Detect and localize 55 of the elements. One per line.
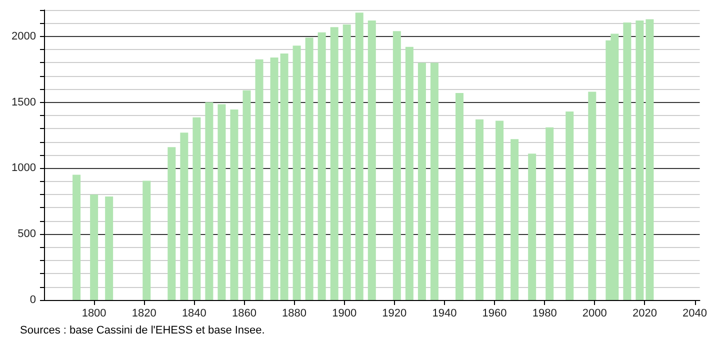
bar [180,132,188,300]
bar [588,92,596,300]
x-tick-label: 1880 [282,308,307,320]
x-tick-label: 1960 [482,308,507,320]
bar [355,12,364,300]
bar [342,24,351,300]
bar [318,32,326,300]
bar [455,93,464,300]
x-tick-label: 1980 [532,308,557,320]
bar [330,27,338,300]
y-tick-label: 1500 [12,96,36,108]
bar [168,147,176,300]
bar [205,102,214,300]
x-tick-label: 2040 [682,308,708,320]
x-tick-label: 1800 [82,308,106,320]
x-tick-label: 1900 [332,308,357,320]
bar [528,154,536,300]
bar [566,112,574,300]
bar [242,90,251,300]
y-tick-label: 1000 [12,162,36,174]
bar [496,120,504,300]
bar [255,59,264,300]
bar [546,127,554,300]
bar [476,119,484,300]
bar [392,31,401,300]
source-note: Sources : base Cassini de l'EHESS et base Insee. [20,324,265,336]
bar [230,110,238,300]
bar [646,19,654,300]
bar [430,62,438,300]
x-tick-label: 2020 [632,308,657,320]
bar [418,62,426,300]
bar [292,46,301,300]
x-tick-label: 1860 [232,308,256,320]
bar [623,22,632,300]
x-tick-label: 1820 [132,308,156,320]
bar [142,180,151,300]
bar [510,139,519,300]
bar [305,38,314,300]
x-tick-label: 2000 [582,308,607,320]
x-tick-label: 1940 [432,308,457,320]
bar [405,46,414,300]
bar [192,117,201,300]
bar [368,20,376,300]
bar [280,54,288,300]
bar [218,104,226,300]
bar [72,174,81,300]
bar [105,196,114,300]
y-tick-label: 0 [30,294,36,306]
x-tick-label: 1840 [182,308,206,320]
bar [90,194,98,300]
y-tick-label: 500 [18,228,36,240]
x-tick-label: 1920 [382,308,407,320]
bar [270,57,278,300]
bar [636,20,644,300]
y-tick-label: 2000 [12,30,36,42]
